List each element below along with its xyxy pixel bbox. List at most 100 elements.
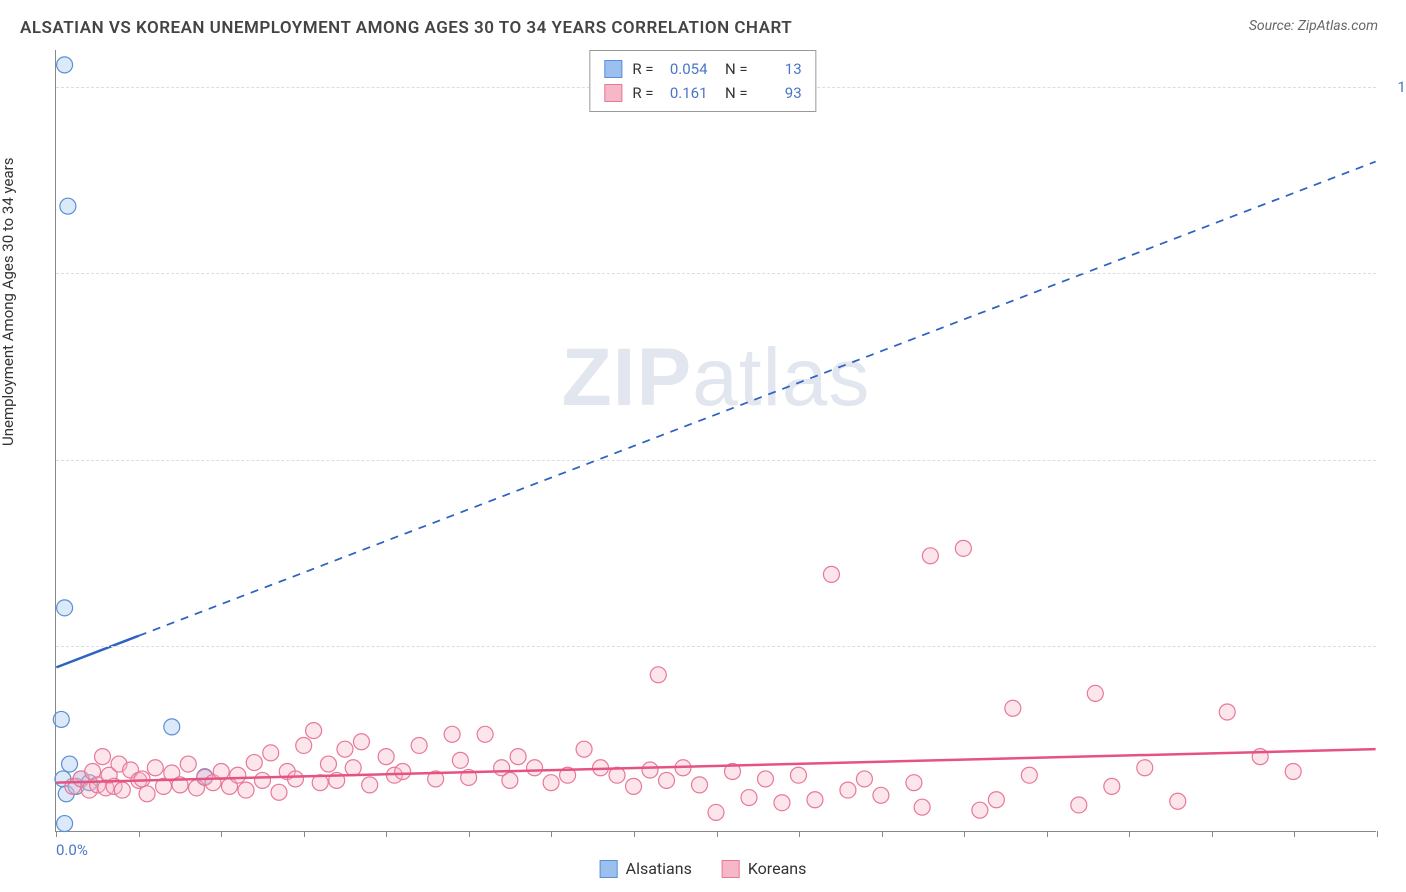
data-point (95, 749, 111, 765)
data-point (57, 57, 73, 73)
data-point (807, 792, 823, 808)
y-tick-label: 75.0% (1386, 264, 1406, 282)
data-point (53, 711, 69, 727)
y-tick-label: 100.0% (1386, 78, 1406, 96)
data-point (57, 600, 73, 616)
data-point (840, 782, 856, 798)
data-point (395, 764, 411, 780)
stat-r-value: 0.054 (664, 57, 708, 81)
scatter-plot-svg (56, 50, 1376, 831)
data-point (626, 778, 642, 794)
y-tick-label: 25.0% (1386, 637, 1406, 655)
gridline (56, 460, 1376, 461)
stat-n-value: 93 (758, 81, 802, 105)
stat-n-label: N = (718, 81, 748, 105)
source-attribution: Source: ZipAtlas.com (1249, 18, 1378, 34)
data-point (180, 756, 196, 772)
x-tick (139, 831, 140, 837)
x-tick (1294, 831, 1295, 837)
data-point (134, 771, 150, 787)
data-point (1219, 704, 1235, 720)
y-tick-label: 50.0% (1386, 451, 1406, 469)
x-tick (1212, 831, 1213, 837)
stat-n-value: 13 (758, 57, 802, 81)
x-tick (221, 831, 222, 837)
legend-label: Koreans (748, 859, 807, 878)
legend-item: Koreans (722, 859, 807, 878)
data-point (57, 816, 73, 832)
data-point (263, 745, 279, 761)
data-point (543, 775, 559, 791)
y-axis-label: Unemployment Among Ages 30 to 34 years (0, 158, 17, 446)
data-point (642, 762, 658, 778)
x-tick (386, 831, 387, 837)
x-tick (304, 831, 305, 837)
data-point (246, 755, 262, 771)
stat-r-label: R = (632, 81, 653, 105)
data-point (502, 772, 518, 788)
stat-r-value: 0.161 (664, 81, 708, 105)
stat-n-label: N = (718, 57, 748, 81)
data-point (906, 775, 922, 791)
data-point (320, 756, 336, 772)
data-point (296, 737, 312, 753)
x-tick (882, 831, 883, 837)
data-point (362, 777, 378, 793)
data-point (823, 566, 839, 582)
data-point (378, 749, 394, 765)
data-point (955, 540, 971, 556)
stats-legend-row: R = 0.161 N = 93 (604, 81, 801, 105)
legend-item: Alsatians (600, 859, 692, 878)
x-tick (1047, 831, 1048, 837)
data-point (873, 787, 889, 803)
data-point (757, 771, 773, 787)
data-point (1087, 685, 1103, 701)
x-tick (634, 831, 635, 837)
data-point (287, 771, 303, 787)
data-point (306, 723, 322, 739)
data-point (1170, 793, 1186, 809)
trend-line-dashed (139, 162, 1376, 636)
x-tick (964, 831, 965, 837)
stats-legend-row: R = 0.054 N = 13 (604, 57, 801, 81)
legend-swatch (604, 84, 622, 102)
legend-label: Alsatians (626, 859, 692, 878)
stats-legend: R = 0.054 N = 13 R = 0.161 N = 93 (589, 50, 816, 112)
data-point (692, 777, 708, 793)
x-tick (551, 831, 552, 837)
data-point (922, 548, 938, 564)
data-point (345, 760, 361, 776)
x-tick (56, 831, 57, 837)
data-point (659, 772, 675, 788)
data-point (914, 799, 930, 815)
data-point (1071, 797, 1087, 813)
data-point (774, 795, 790, 811)
data-point (856, 771, 872, 787)
data-point (741, 790, 757, 806)
data-point (1137, 760, 1153, 776)
trend-line (56, 636, 138, 668)
legend-swatch (722, 860, 740, 878)
data-point (708, 804, 724, 820)
x-tick (469, 831, 470, 837)
data-point (444, 726, 460, 742)
data-point (527, 760, 543, 776)
gridline (56, 646, 1376, 647)
data-point (139, 786, 155, 802)
data-point (164, 719, 180, 735)
data-point (452, 752, 468, 768)
x-tick (799, 831, 800, 837)
data-point (60, 198, 76, 214)
data-point (238, 782, 254, 798)
data-point (62, 756, 78, 772)
data-point (147, 760, 163, 776)
gridline (56, 273, 1376, 274)
bottom-legend: Alsatians Koreans (600, 859, 807, 878)
data-point (1285, 764, 1301, 780)
data-point (230, 767, 246, 783)
x-tick (1377, 831, 1378, 837)
data-point (411, 737, 427, 753)
data-point (114, 782, 130, 798)
data-point (576, 741, 592, 757)
data-point (254, 772, 270, 788)
